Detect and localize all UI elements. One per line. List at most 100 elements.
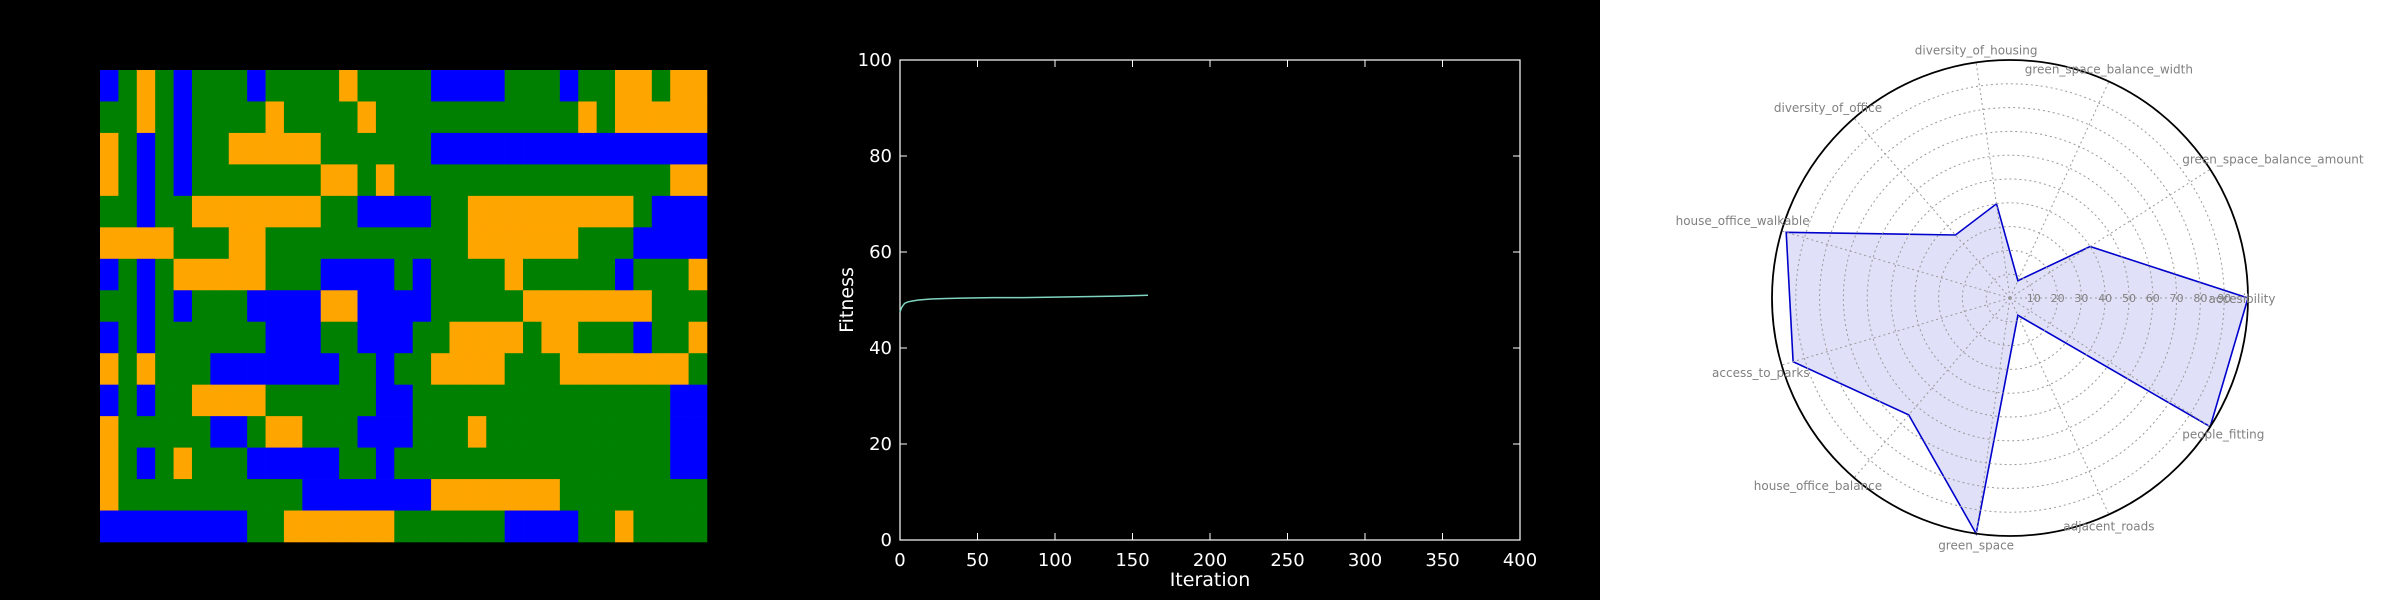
grid-cell [504, 258, 524, 291]
grid-cell [651, 164, 671, 197]
grid-cell [283, 132, 303, 165]
grid-cell [339, 510, 358, 543]
grid-cell [449, 447, 469, 480]
grid-cell [523, 416, 542, 448]
y-tick-label: 100 [858, 50, 892, 71]
grid-cell [467, 227, 487, 260]
grid-cell [615, 258, 634, 291]
grid-cell [688, 384, 708, 417]
grid-cell [228, 290, 248, 323]
grid-cell [394, 290, 413, 323]
grid-cell [431, 132, 450, 165]
grid-cell [596, 70, 616, 102]
grid-cell [136, 101, 156, 134]
grid-cell [394, 416, 413, 448]
grid-cell [191, 70, 211, 102]
grid-cell [633, 258, 653, 291]
grid-cell [228, 321, 248, 354]
grid-cell [100, 258, 119, 291]
grid-cell [394, 70, 413, 102]
y-ticks: 0 20 40 60 80 100 [858, 50, 1520, 551]
grid-cell [431, 290, 450, 323]
grid-cell [155, 132, 174, 165]
grid-cell [523, 510, 542, 543]
grid-cell [136, 416, 156, 448]
grid-cell [302, 227, 322, 260]
grid-cell [283, 479, 303, 511]
grid-cell [136, 164, 156, 197]
grid-cell [339, 416, 358, 448]
radar-tick-label: 80 [2193, 292, 2207, 305]
grid-cell [541, 164, 561, 197]
grid-cell [155, 164, 174, 197]
grid-cell [596, 510, 616, 543]
grid-cell [247, 384, 266, 417]
grid-cell [504, 353, 524, 385]
grid-cell [339, 353, 358, 385]
grid-cell [486, 132, 505, 165]
grid-cell [375, 290, 395, 323]
grid-cell [541, 227, 561, 260]
grid-cell [651, 101, 671, 134]
grid-cell [375, 164, 395, 197]
grid-cell [633, 227, 653, 260]
grid-cell [339, 132, 358, 165]
grid-cell [596, 416, 616, 448]
grid-cell [191, 258, 211, 291]
grid-cell [136, 227, 156, 260]
grid-cell [302, 416, 322, 448]
grid-cell [118, 258, 138, 291]
radar-axis-label: green_space [1938, 539, 2014, 553]
grid-cell [578, 164, 597, 197]
grid-cell [320, 447, 340, 480]
grid-cell [486, 416, 505, 448]
grid-cell [320, 258, 340, 291]
grid-cell [670, 479, 689, 511]
x-tick-label: 50 [966, 550, 989, 571]
grid-cell [670, 353, 689, 385]
grid-cell [431, 70, 450, 102]
grid-cell [688, 258, 708, 291]
grid-cell [615, 321, 634, 354]
radar-tick-label: 40 [2098, 292, 2112, 305]
grid-cell [504, 416, 524, 448]
grid-cell [578, 258, 597, 291]
grid-cell [504, 132, 524, 165]
grid-cell [100, 416, 119, 448]
grid-cell [412, 227, 432, 260]
grid-cell [394, 258, 413, 291]
grid-cell [191, 416, 211, 448]
grid-cell [670, 227, 689, 260]
grid-cell [651, 290, 671, 323]
layout-grid [100, 70, 708, 543]
grid-cell [265, 416, 285, 448]
grid-cell [633, 416, 653, 448]
grid-cell [302, 290, 322, 323]
grid-cell [615, 164, 634, 197]
grid-cell [375, 510, 395, 543]
grid-cell [688, 132, 708, 165]
grid-cell [118, 447, 138, 480]
grid-cell [541, 447, 561, 480]
grid-cell [265, 258, 285, 291]
grid-cell [412, 447, 432, 480]
grid-cell [320, 227, 340, 260]
grid-cell [578, 195, 597, 228]
grid-cell [633, 195, 653, 228]
grid-cell [136, 290, 156, 323]
grid-cell [431, 353, 450, 385]
grid-cell [320, 479, 340, 511]
fitness-chart: 0 50 100 150 200 250 300 350 400 0 20 40 60 80 100 It… [836, 50, 1537, 591]
grid-cell [191, 290, 211, 323]
grid-cell [615, 101, 634, 134]
grid-cell [523, 132, 542, 165]
grid-cell [375, 101, 395, 134]
grid-cell [228, 258, 248, 291]
grid-cell [688, 195, 708, 228]
grid-cell [118, 70, 138, 102]
grid-cell [357, 132, 377, 165]
grid-cell [118, 416, 138, 448]
grid-cell [596, 353, 616, 385]
grid-cell [431, 447, 450, 480]
